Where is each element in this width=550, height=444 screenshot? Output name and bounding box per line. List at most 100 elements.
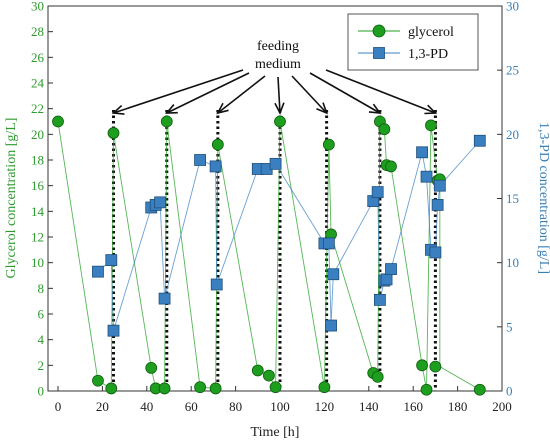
y-axis-label-left: Glycerol concentration [g/L] xyxy=(4,118,19,279)
glycerol-point xyxy=(107,127,120,139)
y-left-tick-label: 12 xyxy=(31,230,44,245)
x-tick-label: 200 xyxy=(492,399,512,414)
y-left-tick-label: 22 xyxy=(31,101,44,116)
x-tick-label: 40 xyxy=(140,399,153,414)
x-tick-label: 120 xyxy=(315,399,335,414)
annotation-line-1: feeding xyxy=(257,39,299,54)
pd-point xyxy=(154,196,167,209)
glycerol-point xyxy=(262,369,275,382)
glycerol-point xyxy=(416,359,428,372)
annotation-arrowhead xyxy=(424,104,438,115)
annotation: feeding medium xyxy=(111,39,438,115)
glycerol-point xyxy=(211,138,224,151)
y-left-tick-label: 28 xyxy=(31,24,44,39)
glycerol-point xyxy=(420,383,433,396)
x-tick-label: 80 xyxy=(229,399,242,414)
series-line-pd xyxy=(97,140,481,331)
x-tick-label: 0 xyxy=(55,399,62,414)
glycerol-point xyxy=(429,360,442,373)
pd-point xyxy=(429,246,442,259)
pd-point xyxy=(107,324,120,337)
x-tick-label: 20 xyxy=(96,399,109,414)
pd-point xyxy=(209,160,222,173)
glycerol-point xyxy=(105,382,118,395)
x-tick-label: 180 xyxy=(448,399,468,414)
glycerol-point xyxy=(251,364,264,377)
x-tick-label: 140 xyxy=(359,399,379,414)
annotation-arrow xyxy=(166,72,250,114)
glycerol-point xyxy=(473,383,486,396)
y-left-tick-label: 18 xyxy=(31,153,44,168)
pd-point xyxy=(371,186,384,198)
glycerol-point xyxy=(145,361,158,374)
y-left-tick-label: 4 xyxy=(38,332,45,347)
feeding-lines xyxy=(112,110,437,391)
annotation-arrows xyxy=(111,69,438,115)
annotation-arrowhead xyxy=(165,104,178,114)
x-tick-label: 160 xyxy=(403,399,423,414)
y-right-tick-label: 15 xyxy=(506,191,519,206)
annotation-arrow xyxy=(325,69,436,114)
y-left-tick-label: 0 xyxy=(38,384,45,399)
y-right-tick-label: 25 xyxy=(506,63,519,78)
y-right-tick-label: 0 xyxy=(506,384,513,399)
pd-point xyxy=(380,273,393,286)
glycerol-point xyxy=(318,381,331,394)
tick-marks xyxy=(48,5,503,392)
annotation-arrowhead xyxy=(368,103,382,114)
pd-point xyxy=(433,179,446,192)
legend-label-pd: 1,3-PD xyxy=(408,47,448,62)
series-lines xyxy=(57,119,481,391)
annotation-arrow xyxy=(291,75,328,114)
annotation-arrow xyxy=(217,75,266,114)
glycerol-point xyxy=(274,115,286,128)
x-tick-label: 60 xyxy=(185,399,198,414)
y-left-tick-label: 24 xyxy=(31,76,45,91)
annotation-arrow xyxy=(113,69,244,114)
pd-point xyxy=(373,293,386,306)
glycerol-point xyxy=(158,382,171,395)
pd-point xyxy=(473,134,486,147)
pd-point xyxy=(327,268,340,281)
annotation-line-2: medium xyxy=(255,57,301,72)
pd-point xyxy=(431,199,444,211)
legend-box xyxy=(347,13,479,71)
series-line-glycerol xyxy=(57,119,481,391)
x-tick-label: 100 xyxy=(270,399,290,414)
glycerol-point xyxy=(209,382,222,395)
y-left-tick-label: 14 xyxy=(31,204,45,219)
pd-point xyxy=(105,254,118,267)
pd-point xyxy=(158,292,171,305)
pd-point xyxy=(269,157,282,170)
annotation-arrow xyxy=(309,72,381,114)
annotation-arrowhead xyxy=(274,102,285,115)
data-points xyxy=(52,115,486,396)
y-left-tick-label: 2 xyxy=(38,358,45,373)
legend-marker-glycerol xyxy=(372,24,386,38)
glycerol-point xyxy=(378,123,391,136)
pd-point xyxy=(322,237,335,250)
legend: glycerol 1,3-PD xyxy=(347,13,479,71)
y-right-tick-label: 20 xyxy=(506,127,519,142)
y-right-tick-label: 5 xyxy=(506,319,513,334)
y-right-tick-label: 30 xyxy=(506,0,519,14)
annotation-arrowhead xyxy=(111,104,125,115)
pd-point xyxy=(92,265,104,278)
legend-marker-pd xyxy=(373,47,385,59)
y-left-tick-label: 16 xyxy=(31,178,45,193)
annotation-arrowhead xyxy=(316,102,328,115)
glycerol-point xyxy=(160,115,173,128)
glycerol-point xyxy=(52,115,64,128)
y-left-tick-label: 20 xyxy=(31,127,44,142)
y-right-tick-label: 10 xyxy=(506,255,519,270)
pd-point xyxy=(325,319,337,332)
y-left-tick-label: 6 xyxy=(38,307,45,322)
annotation-arrow xyxy=(277,76,281,114)
glycerol-point xyxy=(194,381,206,394)
pd-point xyxy=(210,278,223,291)
y-left-tick-label: 26 xyxy=(31,50,45,65)
pd-point xyxy=(420,170,433,183)
pd-point xyxy=(194,154,206,166)
legend-label-glycerol: glycerol xyxy=(408,25,454,40)
